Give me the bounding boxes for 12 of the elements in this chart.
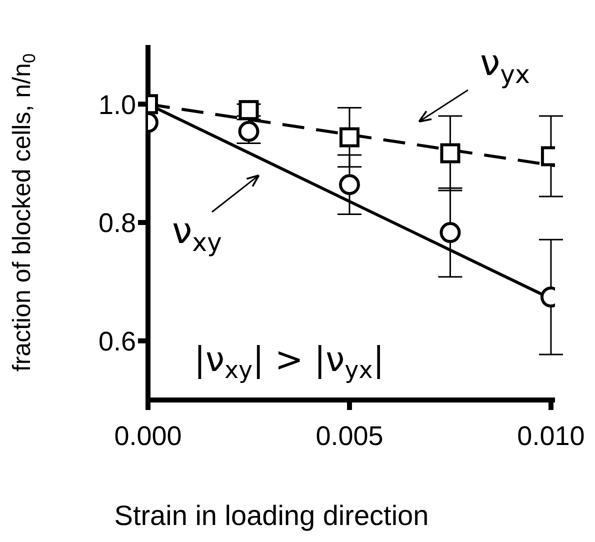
x-tick-label: 0.005 [316,421,384,452]
x-tick-label: 0.000 [114,421,182,452]
y-tick-label: 1.0 [98,90,136,120]
annotation: |ν$_{xy}$| > |ν$_{yx}$| [194,340,384,384]
x-axis-title: Strain in loading direction [114,500,429,531]
y-tick-label: 0.6 [98,326,136,356]
point [338,174,360,196]
legend-label: ν$_{xy}$ [172,211,222,256]
point [339,127,360,148]
x-tick-label: 0.010 [517,421,585,452]
y-tick-label: 0.8 [98,208,136,238]
series-label: ν$_{yx}$ [480,43,530,88]
